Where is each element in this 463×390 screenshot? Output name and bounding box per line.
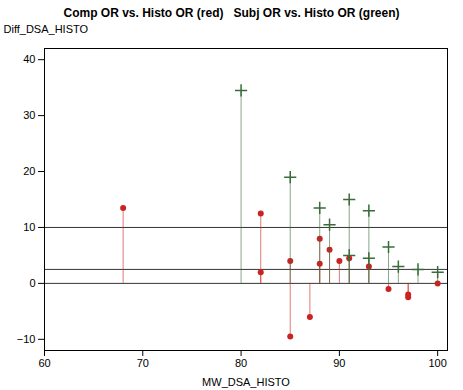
html-text:Comp OR vs. Histo OR (red) Sub: Comp OR vs. Histo OR (red) Subj OR vs. H… (63, 6, 400, 20)
svg-text:10: 10 (23, 221, 35, 233)
svg-text:MW_DSA_HISTO: MW_DSA_HISTO (202, 376, 290, 388)
svg-text:70: 70 (137, 357, 149, 369)
svg-text:90: 90 (333, 357, 345, 369)
svg-text:−10: −10 (17, 333, 36, 345)
svg-text:30: 30 (23, 109, 35, 121)
svg-text:100: 100 (428, 357, 446, 369)
svg-text:60: 60 (38, 357, 50, 369)
svg-text:20: 20 (23, 165, 35, 177)
svg-text:0: 0 (29, 277, 35, 289)
svg-text:Diff_DSA_HISTO: Diff_DSA_HISTO (4, 23, 89, 35)
svg-text:80: 80 (235, 357, 247, 369)
svg-text:40: 40 (23, 53, 35, 65)
